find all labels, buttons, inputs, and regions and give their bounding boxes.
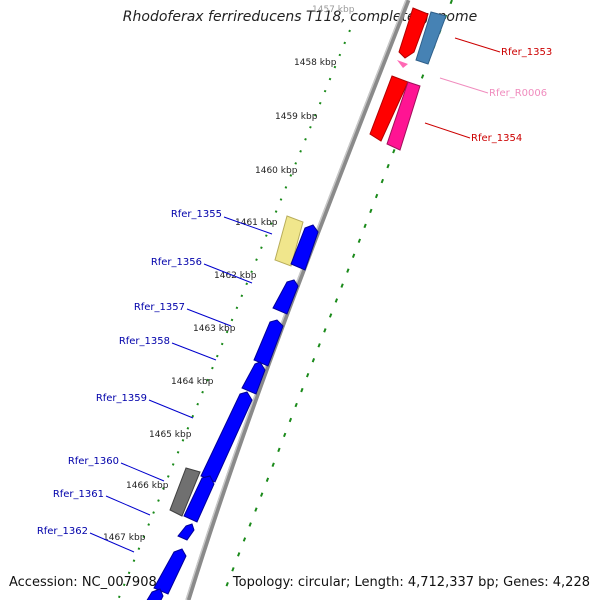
gene-label-rfer-1355[interactable]: Rfer_1355: [171, 209, 222, 220]
gene-label-rfer-1362[interactable]: Rfer_1362: [37, 526, 88, 537]
label-leader: [171, 342, 217, 361]
gene-rfer-1354-shape[interactable]: [369, 75, 421, 151]
gene-label-rfer-1359[interactable]: Rfer_1359: [96, 393, 147, 404]
label-leader: [89, 532, 135, 553]
kbp-tick-label: 1457 kbp: [312, 5, 355, 15]
kbp-tick-label: 1463 kbp: [193, 324, 236, 334]
label-leader: [148, 399, 194, 419]
genome-title: Rhodoferax ferrireducens T118, complete …: [122, 9, 478, 25]
label-leader: [439, 77, 489, 94]
gene-label-rfer-1358[interactable]: Rfer_1358: [119, 336, 170, 347]
accession-label: Accession: NC_007908: [9, 575, 157, 590]
kbp-tick-label: 1460 kbp: [255, 166, 298, 176]
genome-summary: Topology: circular; Length: 4,712,337 bp…: [232, 575, 590, 590]
label-leader: [454, 37, 501, 53]
label-leader: [223, 216, 273, 235]
gene-rfer-1362-shape[interactable]: [146, 523, 195, 600]
gene-rfer-1358-shape[interactable]: [253, 319, 284, 367]
gene-rfer-r0006-shape[interactable]: [397, 60, 408, 68]
gene-label-rfer-1356[interactable]: Rfer_1356: [151, 257, 202, 268]
gene-rfer-1360-shape[interactable]: [200, 391, 253, 483]
kbp-tick-label: 1459 kbp: [275, 112, 318, 122]
gene-label-rfer-1357[interactable]: Rfer_1357: [134, 302, 185, 313]
label-leader: [120, 462, 165, 482]
gene-label-rfer-1361[interactable]: Rfer_1361: [53, 489, 104, 500]
kbp-tick-label: 1467 kbp: [103, 533, 146, 543]
label-leader: [424, 122, 471, 139]
gene-label-rfer-r0006[interactable]: Rfer_R0006: [489, 88, 547, 99]
gene-rfer-1357-shape[interactable]: [272, 279, 299, 315]
gene-label-rfer-1354[interactable]: Rfer_1354: [471, 133, 522, 144]
gene-rfer-1361-shape[interactable]: [169, 467, 215, 523]
label-leader: [105, 495, 151, 516]
gene-rfer-1355-shape[interactable]: [274, 215, 304, 267]
kbp-tick-label: 1464 kbp: [171, 377, 214, 387]
label-leader: [186, 308, 232, 327]
gene-rfer-1356-shape[interactable]: [290, 224, 319, 271]
gene-label-rfer-1360[interactable]: Rfer_1360: [68, 456, 119, 467]
kbp-tick-label: 1458 kbp: [294, 58, 337, 68]
genome-backbone: [185, 0, 411, 600]
kbp-tick-label: 1465 kbp: [149, 430, 192, 440]
gene-rfer-1359-shape[interactable]: [241, 361, 266, 395]
kbp-tick-label: 1461 kbp: [235, 218, 278, 228]
gene-rfer-1353-shape[interactable]: [398, 7, 447, 65]
gene-label-rfer-1353[interactable]: Rfer_1353: [501, 47, 552, 58]
kbp-tick-label: 1466 kbp: [126, 481, 169, 491]
label-leader: [203, 263, 253, 284]
